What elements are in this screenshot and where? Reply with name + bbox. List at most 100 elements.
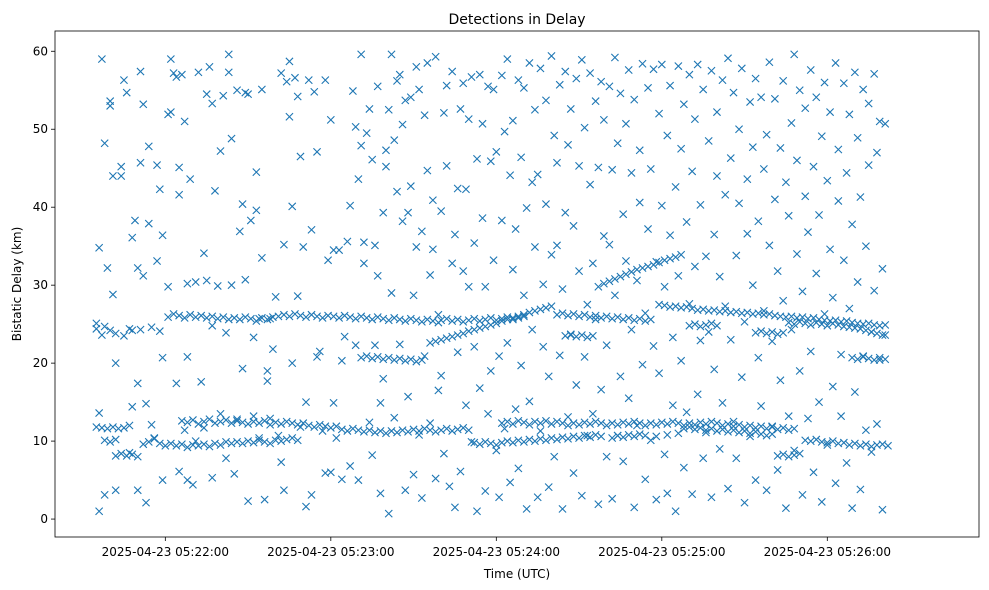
data-point bbox=[588, 259, 597, 268]
data-point bbox=[690, 262, 699, 271]
data-point bbox=[511, 225, 520, 234]
data-point bbox=[169, 310, 178, 319]
data-point bbox=[376, 398, 385, 407]
data-point bbox=[594, 282, 603, 291]
data-point bbox=[541, 200, 550, 209]
data-point bbox=[216, 441, 225, 449]
data-point bbox=[108, 290, 117, 299]
data-point bbox=[202, 276, 211, 285]
data-point bbox=[329, 398, 338, 407]
data-point bbox=[724, 427, 732, 436]
data-point bbox=[597, 313, 606, 322]
data-point bbox=[848, 353, 857, 362]
data-point bbox=[136, 158, 145, 167]
data-point bbox=[547, 51, 556, 60]
data-point bbox=[679, 100, 688, 109]
data-point bbox=[685, 423, 694, 432]
data-point bbox=[757, 430, 766, 439]
data-point bbox=[398, 217, 407, 226]
data-point bbox=[787, 312, 796, 321]
data-point bbox=[525, 58, 534, 67]
data-point bbox=[657, 60, 666, 69]
data-point bbox=[619, 433, 628, 442]
data-point bbox=[346, 462, 355, 471]
data-point bbox=[699, 305, 708, 314]
data-point bbox=[839, 438, 848, 447]
data-point bbox=[395, 70, 404, 79]
data-point bbox=[610, 274, 619, 283]
data-point bbox=[572, 74, 581, 83]
data-point bbox=[191, 278, 200, 287]
data-point bbox=[591, 315, 600, 324]
data-point bbox=[368, 451, 377, 460]
data-point bbox=[340, 311, 349, 320]
data-point bbox=[332, 422, 341, 431]
data-point bbox=[288, 202, 297, 211]
data-point bbox=[175, 163, 184, 172]
data-point bbox=[302, 313, 310, 322]
data-point bbox=[302, 398, 310, 407]
data-point bbox=[150, 434, 159, 443]
data-point bbox=[288, 359, 297, 368]
data-point bbox=[878, 440, 887, 449]
data-point bbox=[442, 161, 451, 170]
data-point bbox=[660, 450, 669, 459]
data-point bbox=[288, 433, 297, 442]
data-point bbox=[630, 432, 639, 441]
data-point bbox=[558, 309, 567, 318]
data-point bbox=[147, 323, 156, 332]
data-point bbox=[666, 231, 675, 240]
data-point bbox=[746, 429, 755, 438]
data-point bbox=[365, 418, 374, 427]
data-point bbox=[635, 419, 644, 428]
data-point bbox=[310, 423, 319, 432]
data-point bbox=[337, 425, 346, 434]
data-point bbox=[511, 405, 520, 414]
data-point bbox=[519, 310, 528, 319]
data-point bbox=[202, 313, 211, 322]
data-point bbox=[445, 482, 454, 491]
data-point bbox=[293, 420, 302, 429]
data-point bbox=[781, 178, 790, 187]
data-point bbox=[514, 436, 523, 445]
data-point bbox=[729, 426, 738, 435]
data-point bbox=[671, 182, 680, 191]
data-point bbox=[100, 490, 109, 499]
data-point bbox=[304, 76, 313, 85]
data-point bbox=[142, 399, 151, 408]
data-point bbox=[688, 304, 697, 313]
data-point bbox=[674, 62, 683, 71]
data-point bbox=[139, 440, 148, 449]
data-point bbox=[599, 279, 608, 288]
data-point bbox=[732, 454, 741, 463]
data-point bbox=[379, 374, 388, 383]
data-point bbox=[804, 414, 812, 423]
data-point bbox=[224, 315, 233, 324]
data-point bbox=[550, 452, 559, 461]
data-point bbox=[867, 442, 876, 451]
data-point bbox=[575, 267, 584, 276]
data-point bbox=[260, 437, 269, 446]
data-point bbox=[815, 211, 824, 219]
data-point bbox=[423, 166, 432, 175]
data-point bbox=[431, 427, 440, 436]
data-point bbox=[721, 306, 730, 315]
data-point bbox=[370, 241, 379, 250]
data-point bbox=[530, 306, 539, 315]
data-point bbox=[710, 306, 719, 315]
data-point bbox=[208, 312, 217, 321]
data-point bbox=[690, 320, 699, 329]
data-point bbox=[340, 332, 349, 341]
data-point bbox=[448, 259, 457, 268]
data-point bbox=[602, 421, 611, 430]
data-point bbox=[459, 317, 468, 326]
data-point bbox=[492, 316, 501, 325]
y-tick-label: 30 bbox=[33, 278, 48, 292]
data-point bbox=[638, 264, 647, 273]
data-point bbox=[801, 192, 810, 201]
data-point bbox=[180, 117, 189, 126]
data-point bbox=[260, 495, 269, 504]
data-point bbox=[470, 438, 479, 447]
data-point bbox=[227, 439, 236, 448]
data-point bbox=[473, 154, 481, 163]
